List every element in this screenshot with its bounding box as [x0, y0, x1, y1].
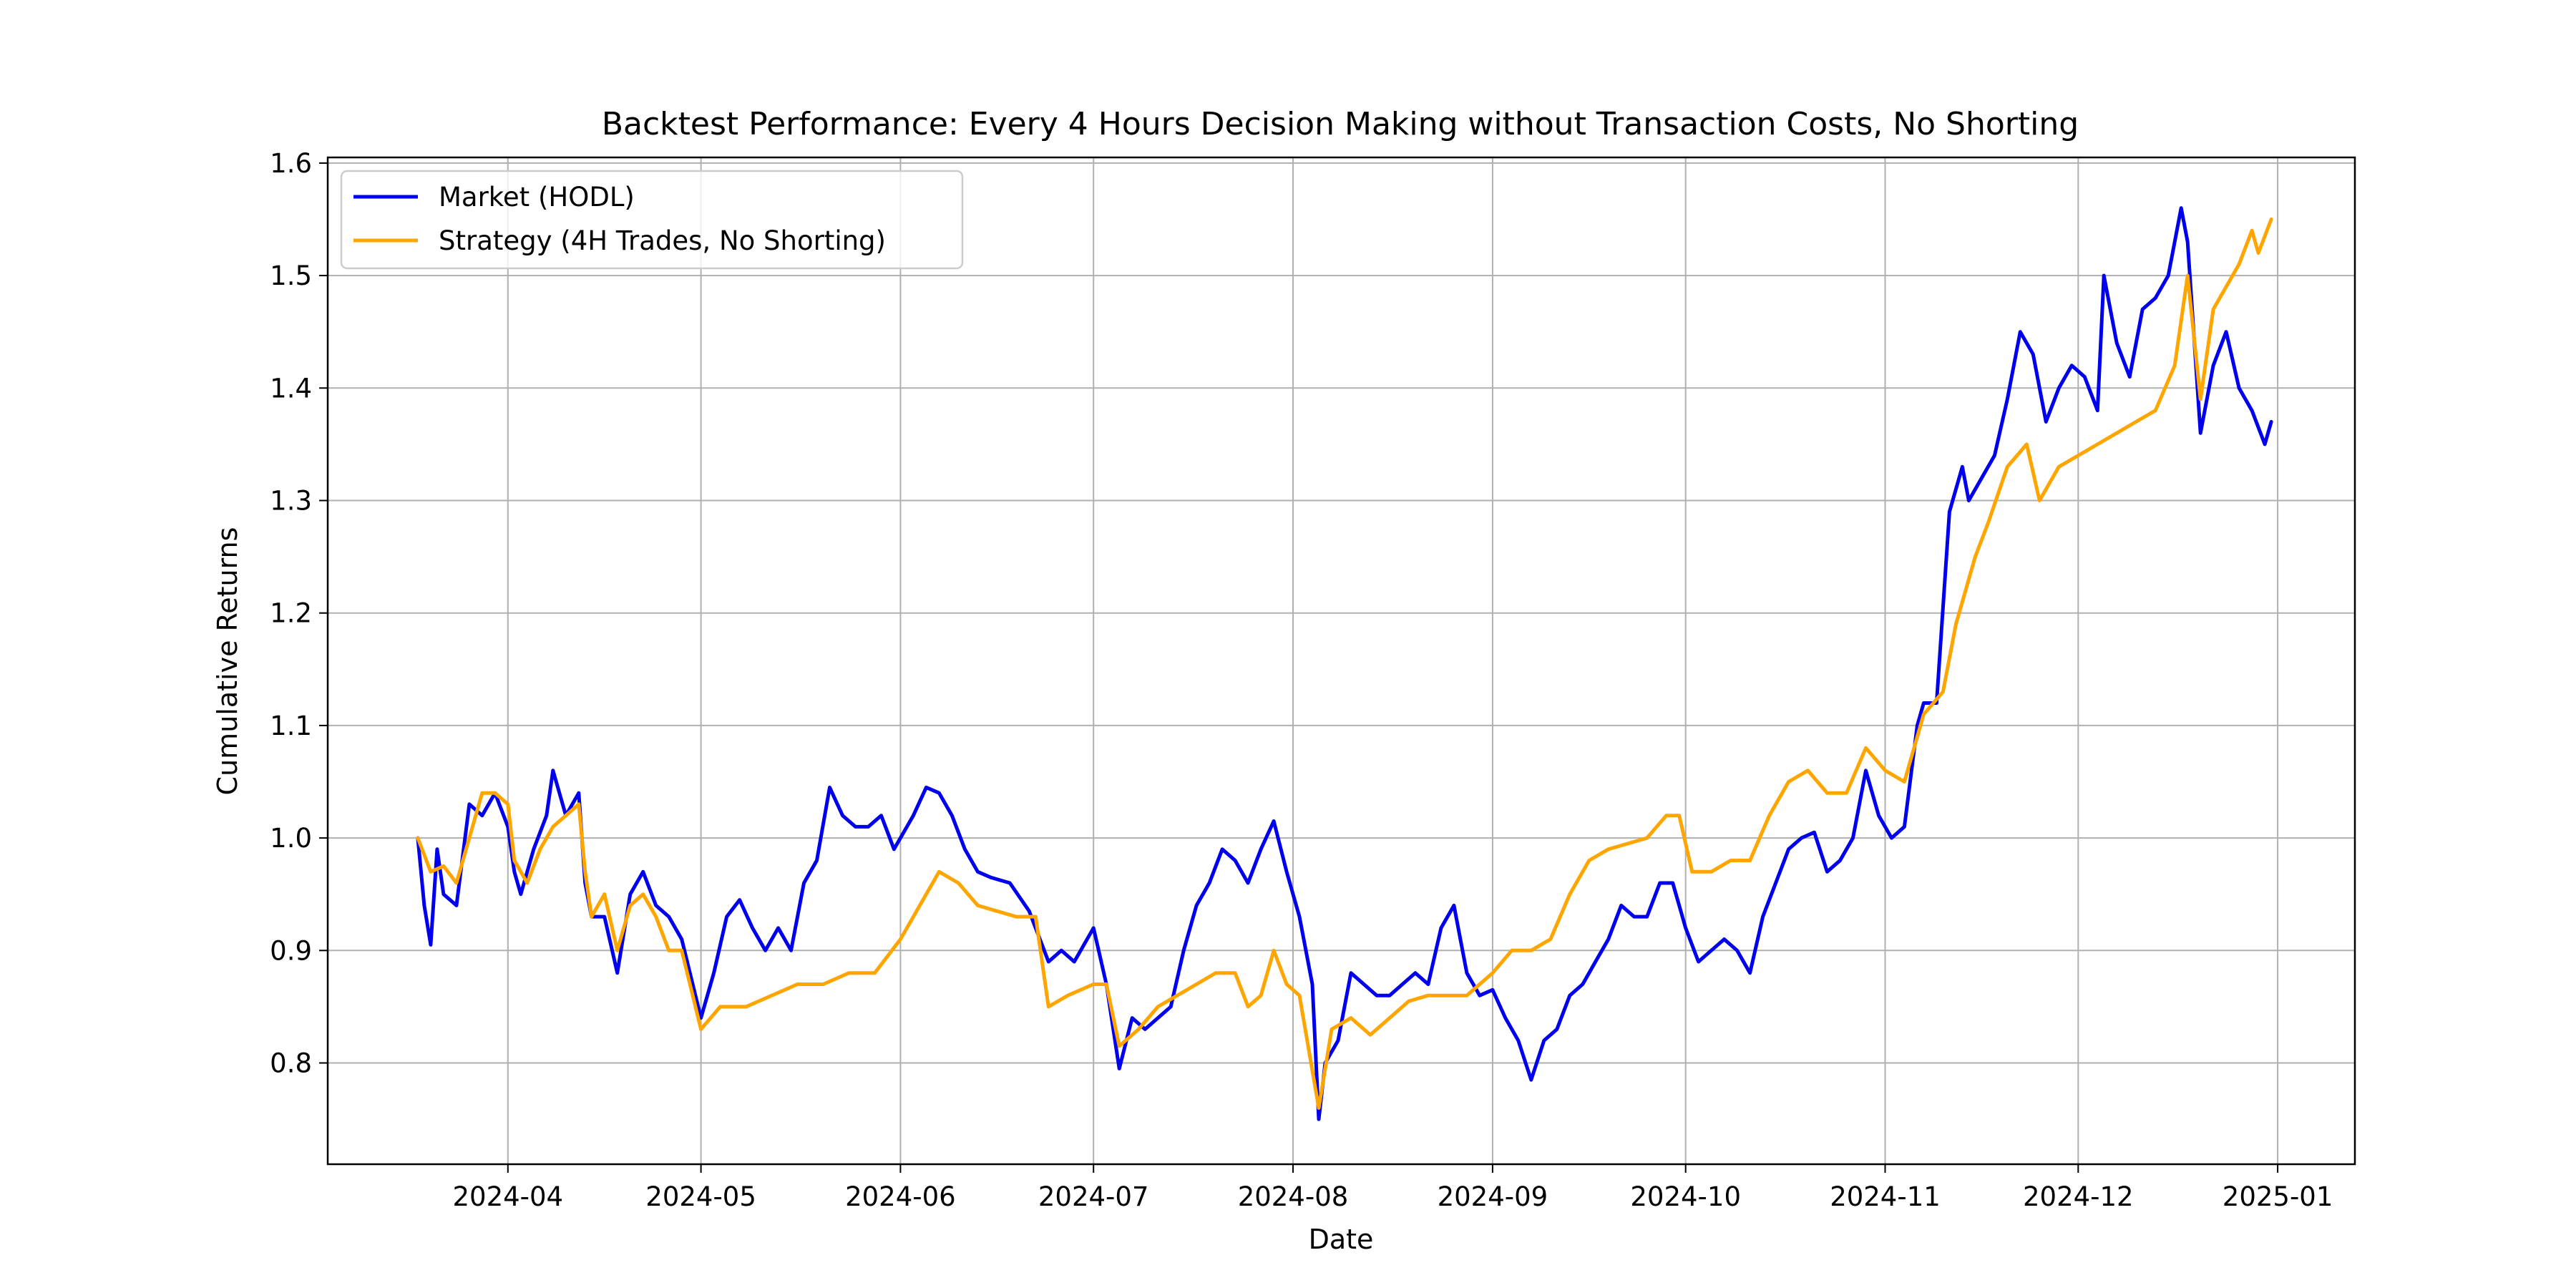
y-tick-label: 1.1 — [270, 711, 312, 741]
x-tick-label: 2024-08 — [1238, 1181, 1349, 1212]
market-line — [416, 206, 2273, 1121]
legend: Market (HODL) Strategy (4H Trades, No Sh… — [340, 170, 964, 270]
y-tick-label: 1.4 — [270, 373, 312, 404]
axis-ticks: 2024-04 2024-05 2024-06 2024-07 2024-08 2024-… — [270, 148, 2333, 1212]
y-tick-label: 0.9 — [270, 935, 312, 966]
series-lines — [416, 206, 2273, 1121]
x-tick-label: 2024-11 — [1830, 1181, 1941, 1212]
y-tick-label: 1.3 — [270, 486, 312, 517]
y-tick-label: 0.8 — [270, 1048, 312, 1079]
legend-label-strategy: Strategy (4H Trades, No Shorting) — [439, 225, 886, 256]
x-tick-label: 2025-01 — [2223, 1181, 2333, 1212]
y-tick-label: 1.2 — [270, 598, 312, 629]
strategy-line — [416, 218, 2273, 1110]
legend-box — [340, 170, 964, 270]
grid-lines — [328, 157, 2355, 1164]
x-tick-label: 2024-04 — [452, 1181, 563, 1212]
x-tick-label: 2024-09 — [1438, 1181, 1548, 1212]
y-tick-label: 1.5 — [270, 260, 312, 291]
x-axis-label: Date — [1309, 1224, 1374, 1255]
legend-label-market: Market (HODL) — [439, 182, 635, 213]
x-tick-label: 2024-07 — [1038, 1181, 1149, 1212]
x-tick-label: 2024-12 — [2023, 1181, 2134, 1212]
x-tick-label: 2024-06 — [845, 1181, 956, 1212]
y-tick-label: 1.0 — [270, 823, 312, 854]
y-axis-label: Cumulative Returns — [212, 527, 243, 796]
chart-title: Backtest Performance: Every 4 Hours Deci… — [602, 106, 2079, 142]
plot-frame — [326, 156, 2356, 1166]
y-tick-label: 1.6 — [270, 148, 312, 179]
x-tick-label: 2024-05 — [645, 1181, 756, 1212]
x-tick-label: 2024-10 — [1630, 1181, 1741, 1212]
